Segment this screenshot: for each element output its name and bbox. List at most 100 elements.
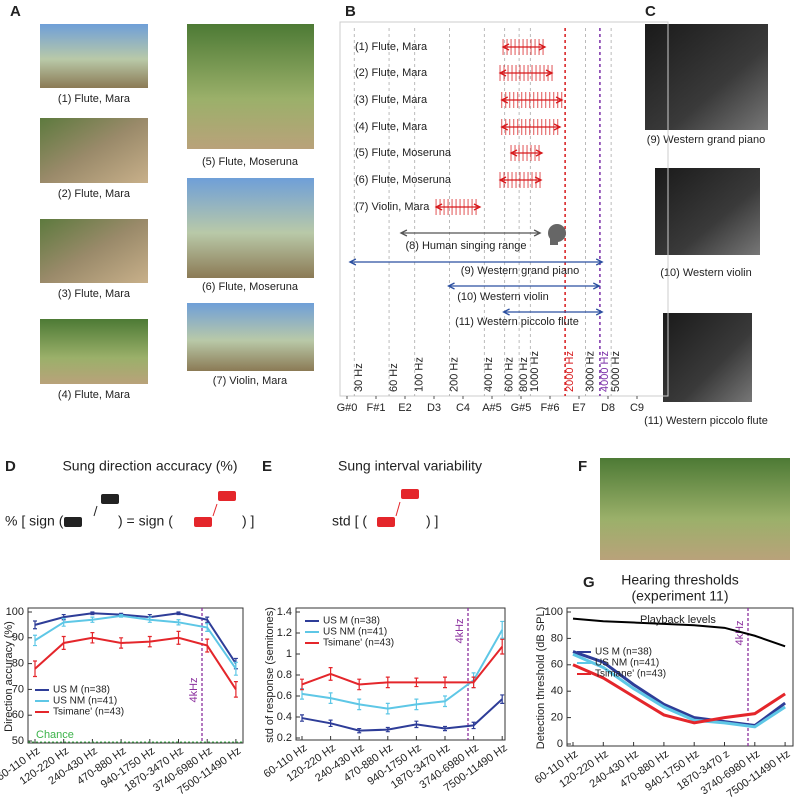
photo-caption: (10) Western violin: [660, 267, 752, 279]
x-tick-label: A#5: [482, 402, 502, 414]
photo: [187, 178, 314, 278]
head-icon: [550, 236, 558, 245]
range-label: (3) Flute, Mara: [355, 94, 428, 106]
freq-tick-label: 30 Hz: [353, 363, 365, 392]
frame: [339, 21, 669, 397]
arrow-head: [500, 96, 564, 104]
y-tick-label: 1: [286, 648, 292, 660]
freq-tick-label: 4000 Hz: [599, 351, 611, 392]
error-bar: [176, 619, 181, 626]
photo: [187, 24, 314, 149]
panel-title: Sung interval variability: [338, 458, 482, 474]
y-tick-label: 40: [551, 685, 563, 697]
formula-shapes: [64, 489, 419, 527]
range-label: (4) Flute, Mara: [355, 121, 428, 133]
y-tick-label: 50: [12, 735, 24, 747]
freq-tick-label: 5000 Hz: [610, 351, 622, 392]
y-tick-label: 20: [551, 712, 563, 724]
note-box: [101, 494, 119, 504]
formula-text: % [ sign (: [5, 513, 64, 529]
series-line: [301, 646, 503, 686]
y-tick-label: 90: [12, 632, 24, 644]
error-bar: [119, 613, 124, 618]
error-bar: [147, 635, 152, 648]
photo: [600, 458, 790, 560]
photo: [40, 24, 148, 88]
error-bar: [119, 637, 124, 649]
error-bar: [33, 634, 37, 647]
note-box: [401, 489, 419, 499]
freq-tick-label: 2000 Hz: [564, 351, 576, 392]
y-tick-label: 0.8: [277, 669, 292, 681]
freq-tick-label: 200 Hz: [448, 357, 460, 392]
x-tick-label: D8: [601, 402, 615, 414]
legend-label: US M (n=38): [595, 647, 652, 658]
formula-text: ) ]: [242, 513, 254, 529]
legend-label: Tsimane' (n=43): [53, 707, 124, 718]
panel-letter: C: [645, 3, 656, 20]
range-label: (1) Flute, Mara: [355, 41, 428, 53]
photo: [663, 313, 752, 402]
chart-subtitle: (experiment 11): [631, 588, 728, 604]
arrow-head: [502, 308, 604, 316]
photo-caption: (9) Western grand piano: [647, 134, 765, 146]
arrow-head: [399, 229, 542, 237]
error-bar: [471, 676, 476, 689]
note-box: [218, 491, 236, 501]
photo-caption: (3) Flute, Mara: [58, 288, 131, 300]
photo-caption: (2) Flute, Mara: [58, 188, 131, 200]
y-tick-label: 80: [12, 658, 24, 670]
y-tick-label: 0.2: [277, 732, 292, 744]
photo-caption: (4) Flute, Mara: [58, 389, 131, 401]
error-bar: [176, 611, 181, 616]
series-line: [34, 614, 237, 670]
error-bar: [328, 692, 333, 704]
freq-tick-label: 800 Hz: [518, 357, 530, 392]
range-label: (8) Human singing range: [405, 240, 526, 252]
arrow-head: [447, 282, 601, 290]
error-bar: [328, 667, 333, 681]
reference-label: Playback levels: [640, 614, 716, 626]
photo-caption: (6) Flute, Moseruna: [202, 281, 299, 293]
chart-title: Hearing thresholds: [621, 572, 739, 588]
x-tick-label: E7: [572, 402, 585, 414]
formula-text: std [ (: [332, 513, 367, 529]
error-bar: [500, 620, 505, 639]
error-bar: [443, 725, 447, 732]
y-tick-label: 60: [12, 709, 24, 721]
x-tick-label: F#1: [367, 402, 386, 414]
photo: [645, 24, 768, 130]
x-tick-label: C9: [630, 402, 644, 414]
series-line: [34, 612, 237, 665]
error-bar: [90, 616, 95, 623]
error-bar: [385, 726, 390, 733]
x-tick-label: E2: [398, 402, 411, 414]
arrow-head: [434, 203, 482, 211]
freq-tick-label: 600 Hz: [504, 357, 516, 392]
chance-label: Chance: [36, 729, 74, 741]
legend-label: Tsimane' (n=43): [323, 638, 394, 649]
plot-frame: [566, 607, 794, 747]
panel-letter: F: [578, 458, 587, 475]
y-tick-label: 70: [12, 683, 24, 695]
x-tick-label: C4: [456, 402, 470, 414]
y-tick-label: 60: [551, 659, 563, 671]
x-tick-label: G#5: [511, 402, 532, 414]
panel-letter: A: [10, 3, 21, 20]
y-axis-label: std of response (semitones): [264, 607, 276, 743]
marker-label: 4kHz: [188, 677, 200, 702]
arrow: [93, 505, 98, 517]
photo: [40, 319, 148, 384]
error-bar: [500, 638, 505, 655]
error-bar: [233, 681, 238, 698]
marker-label: 4kHz: [734, 620, 746, 645]
error-bar: [357, 678, 362, 691]
photo-caption: (11) Western piccolo flute: [644, 415, 768, 427]
photo-caption: (5) Flute, Moseruna: [202, 156, 299, 168]
error-bar: [357, 698, 362, 711]
photo: [40, 219, 148, 283]
series-line: [301, 698, 503, 732]
error-bar: [357, 727, 362, 734]
error-bar: [205, 623, 210, 632]
